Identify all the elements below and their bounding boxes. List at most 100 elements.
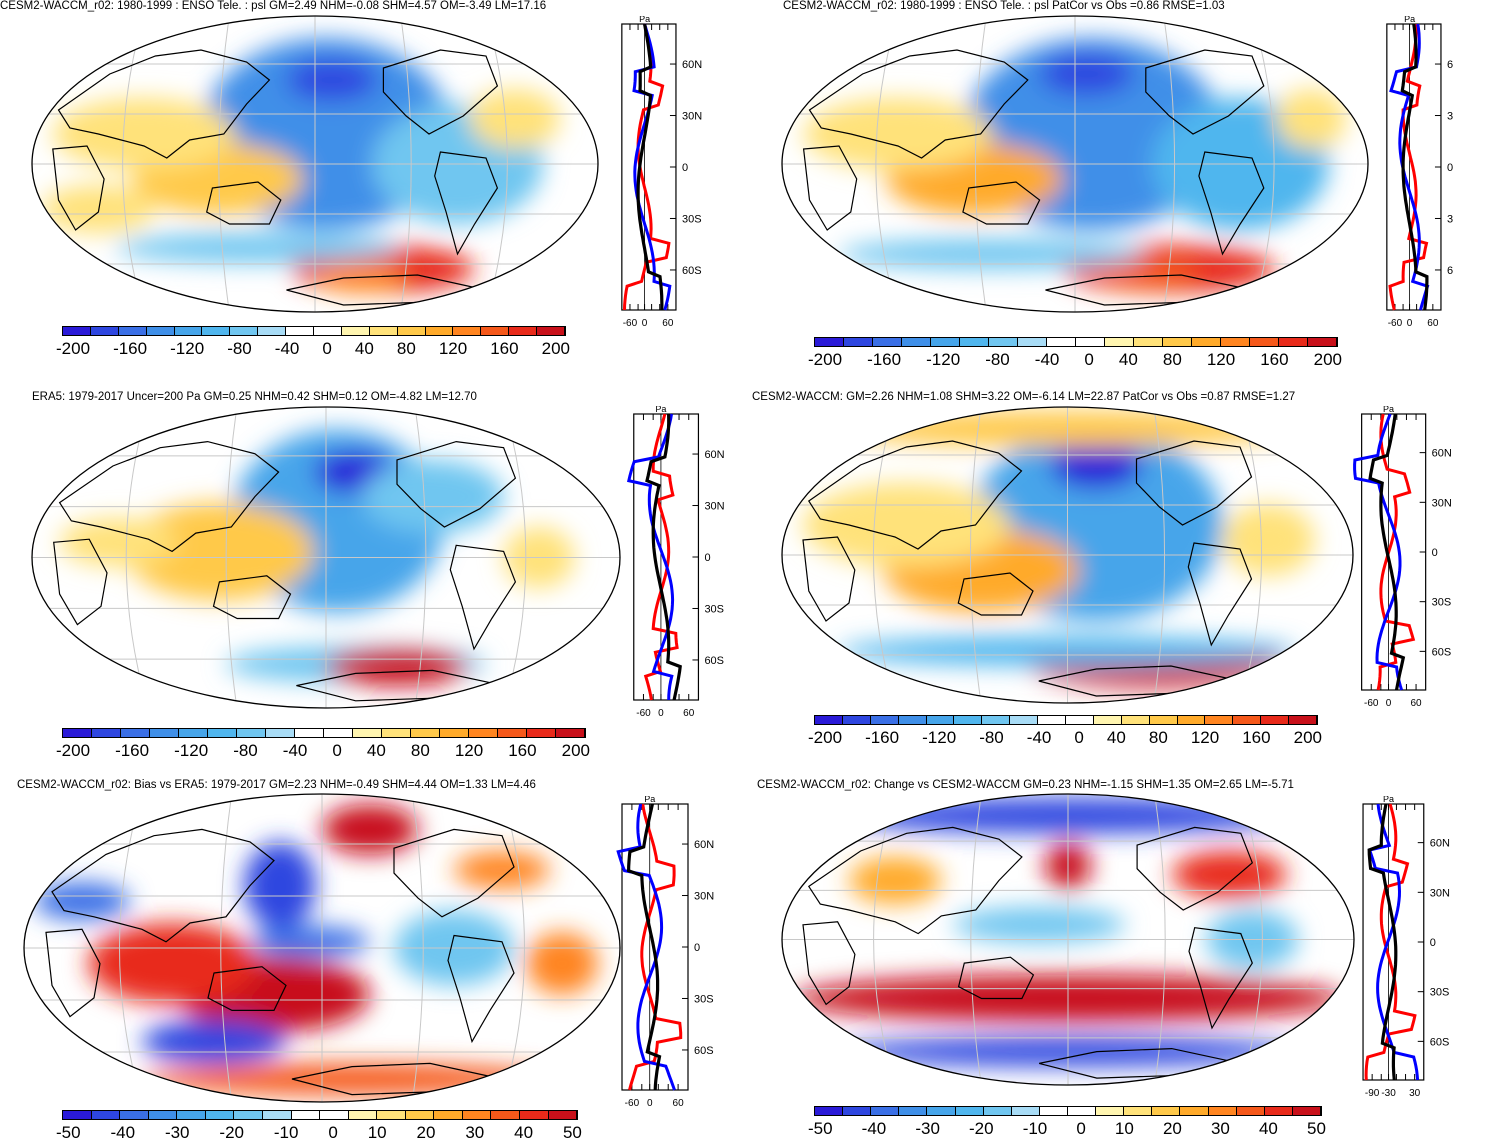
zonal-y-tick: 60S [1432, 646, 1452, 658]
zonal-black-line [636, 23, 664, 311]
zonal-y-tick: 6 [1447, 265, 1453, 277]
zonal-x-tick: -60 [1388, 318, 1403, 329]
colorbar-tick-label: 160 [508, 741, 537, 760]
anomaly-region [250, 926, 370, 958]
colorbar-tick-label: -80 [233, 741, 258, 760]
zonal-y-tick: 0 [682, 162, 688, 174]
colorbar-tick-label: 10 [1114, 1119, 1134, 1138]
colorbar-tick-label: 20 [1162, 1119, 1182, 1138]
colorbar-tick-label: -80 [979, 728, 1004, 747]
anomaly-region [1039, 53, 1134, 95]
zonal-mean-plot: -60 0 60 60N 30N 0 30S 60S Pa [621, 16, 702, 329]
colorbar-tick-label: -120 [174, 741, 209, 760]
zonal-y-tick: 30N [1432, 497, 1452, 509]
colorbar-tick-label: -80 [227, 339, 252, 358]
colorbar-tick-label: -40 [1034, 350, 1060, 369]
colorbar-tick-label: -160 [867, 350, 902, 369]
colorbar-labels: -50 -40 -30 -20 -10 0 10 20 30 40 50 [808, 1119, 1326, 1139]
colorbar-tick-label: 0 [332, 741, 342, 760]
colorbar-tick-label: -40 [282, 741, 308, 760]
anomaly-region [115, 233, 401, 263]
zonal-x-tick: -60 [636, 708, 651, 719]
zonal-x-tick: 30 [1409, 1088, 1421, 1099]
colorbar-tick-label: 50 [562, 1123, 582, 1142]
colorbar-tick-label: 20 [416, 1123, 436, 1142]
zonal-black-line [1368, 413, 1406, 691]
colorbar-tick-label: -40 [274, 339, 300, 358]
zonal-y-tick: 60S [682, 265, 702, 277]
colorbar-tick-label: -200 [808, 350, 843, 369]
anomaly-region [1171, 851, 1287, 899]
colorbar-tick-label: 120 [454, 741, 484, 760]
colorbar [62, 728, 586, 738]
anomaly-region [315, 263, 407, 293]
zonal-y-tick: 3 [1447, 213, 1453, 225]
zonal-frame [1362, 803, 1425, 1081]
colorbar-tick-label: 40 [514, 1123, 534, 1142]
zonal-y-tick: 60N [1432, 448, 1452, 460]
zonal-y-tick: 30N [682, 111, 702, 123]
zonal-x-tick: -60 [623, 318, 638, 329]
colorbar-tick-label: -40 [861, 1119, 887, 1138]
zonal-x-tick: 0 [1386, 698, 1392, 709]
colorbar-tick-label: 40 [1258, 1119, 1278, 1138]
colorbar-tick-label: 0 [1076, 1119, 1086, 1138]
coastlines [802, 440, 1253, 697]
colorbar-tick-label: 40 [354, 339, 374, 358]
colorbar-tick-label: 40 [366, 741, 386, 760]
zonal-y-tick: 60S [694, 1045, 714, 1057]
colorbar-tick-label: -120 [926, 350, 961, 369]
units-label: Pa [644, 796, 655, 804]
zonal-y-tick: 30N [694, 891, 714, 903]
anomaly-region [244, 841, 316, 930]
zonal-mean-plot: -60 0 60 6 3 0 3 6 Pa [1386, 16, 1453, 329]
zonal-x-tick: -60 [625, 1098, 640, 1109]
colorbar-tick-label: 40 [1106, 728, 1126, 747]
colorbar-tick-label: 40 [1118, 350, 1138, 369]
zonal-black-line [626, 803, 662, 1091]
zonal-y-tick: 30S [1432, 597, 1452, 609]
colorbar-tick-label: -120 [170, 339, 205, 358]
zonal-x-tick: 0 [658, 708, 664, 719]
zonal-y-tick: 30S [1430, 987, 1450, 999]
anomaly-region [52, 98, 236, 170]
anomaly-region [1222, 504, 1315, 576]
anomaly-region [88, 923, 256, 1005]
map-border [781, 406, 1354, 704]
zonal-black-line [1400, 23, 1429, 311]
world-map [23, 793, 621, 1103]
colorbar-tick-label: 200 [1313, 350, 1342, 369]
panel-title: CESM2-WACCM_r02: 1980-1999 : ENSO Tele. … [783, 0, 1225, 12]
zonal-y-tick: 60N [682, 59, 702, 71]
colorbar-tick-label: 80 [396, 339, 416, 358]
zonal-frame [621, 23, 677, 311]
zonal-mean-plot: -60 0 60 60N 30N 0 30S 60S Pa [616, 796, 714, 1109]
panel-title: ERA5: 1979-2017 Uncer=200 Pa GM=0.25 NHM… [32, 391, 477, 403]
colorbar-tick-label: -50 [808, 1119, 833, 1138]
zonal-y-tick: 3 [1447, 111, 1453, 123]
colorbar [814, 715, 1318, 725]
colorbar-tick-label: 160 [490, 339, 519, 358]
colorbar-tick-label: 50 [1306, 1119, 1326, 1138]
anomaly-region [322, 804, 418, 855]
world-map [781, 15, 1369, 313]
colorbar-tick-label: 80 [1162, 350, 1182, 369]
zonal-y-tick: 30S [694, 993, 714, 1005]
zonal-x-tick: 60 [673, 1098, 685, 1109]
zonal-y-tick: 30S [704, 603, 724, 615]
colorbar-tick-label: -20 [969, 1119, 994, 1138]
zonal-red-line [628, 803, 683, 1091]
map-border [23, 793, 621, 1103]
zonal-x-tick: -30 [1381, 1088, 1396, 1099]
anomaly-region [286, 59, 378, 101]
world-map [781, 793, 1355, 1086]
colorbar-tick-label: 160 [1260, 350, 1289, 369]
colorbar-tick-label: -30 [915, 1119, 940, 1138]
anomaly-region [849, 856, 942, 905]
units-label: Pa [1383, 796, 1394, 804]
colorbar-tick-label: -160 [115, 741, 150, 760]
zonal-y-tick: 60S [1430, 1036, 1450, 1048]
zonal-y-tick: 6 [1447, 59, 1453, 71]
units-label: Pa [655, 406, 666, 414]
colorbar-tick-label: 80 [410, 741, 430, 760]
